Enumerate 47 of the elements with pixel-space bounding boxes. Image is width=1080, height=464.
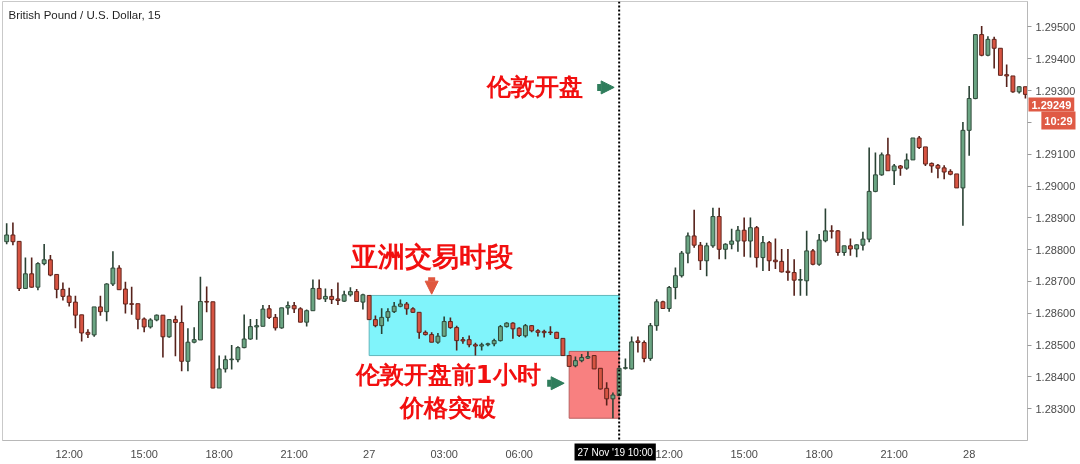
x-tick-label: 03:00 — [430, 447, 458, 460]
y-tick-label: 1.28600 — [1035, 307, 1076, 320]
x-tick-label: 06:00 — [505, 447, 533, 460]
candlestick — [885, 136, 891, 172]
candlestick — [979, 25, 985, 58]
y-tick-label: 1.29100 — [1035, 148, 1076, 161]
candlestick — [760, 235, 766, 272]
y-tick-label: 1.28400 — [1035, 370, 1076, 383]
candlestick — [891, 163, 897, 186]
candlestick — [97, 294, 103, 317]
annotation: 伦敦开盘 — [486, 73, 584, 102]
y-tick-label: 1.28500 — [1035, 339, 1076, 352]
candlestick — [160, 314, 166, 359]
candlestick — [35, 261, 41, 292]
candlestick — [22, 256, 28, 290]
candlestick — [741, 216, 747, 258]
y-tick-label: 1.29000 — [1035, 180, 1076, 193]
text: 1.29249 — [1031, 98, 1072, 111]
text: British Pound / U.S. Dollar, 15 — [8, 8, 161, 21]
y-tick-label: 1.28300 — [1035, 402, 1076, 415]
x-tick-label: 18:00 — [205, 447, 233, 460]
candlestick — [697, 241, 703, 271]
x-tick-label: 12:00 — [55, 447, 83, 460]
candlestick — [691, 209, 697, 249]
candlestick — [41, 243, 47, 267]
candlestick — [4, 222, 10, 246]
annotation: 亚洲交易时段 — [349, 240, 514, 272]
y-tick-label: 1.29300 — [1035, 84, 1076, 97]
x-tick-label: 15:00 — [130, 447, 158, 460]
x-tick-label: 21:00 — [880, 447, 908, 460]
ref-line-label: 27 Nov '19 10:00 — [577, 446, 654, 458]
y-tick-label: 1.29500 — [1035, 20, 1076, 33]
candlestick — [29, 256, 35, 289]
x-tick-label: 12:00 — [655, 447, 683, 460]
text: 10:29 — [1044, 114, 1073, 127]
candlestick — [316, 278, 322, 301]
y-tick-label: 1.28700 — [1035, 275, 1076, 288]
x-tick-label: 18:00 — [805, 447, 833, 460]
x-tick-label: 27 — [363, 447, 376, 460]
x-tick-label: 15:00 — [730, 447, 758, 460]
x-tick-label: 28 — [963, 447, 976, 460]
y-tick-label: 1.28900 — [1035, 211, 1076, 224]
candlestick — [747, 216, 753, 259]
x-tick-label: 21:00 — [280, 447, 308, 460]
y-tick-label: 1.28800 — [1035, 243, 1076, 256]
y-tick-label: 1.29400 — [1035, 52, 1076, 65]
annotation: 伦敦开盘前1小时价格突破 — [354, 361, 541, 423]
